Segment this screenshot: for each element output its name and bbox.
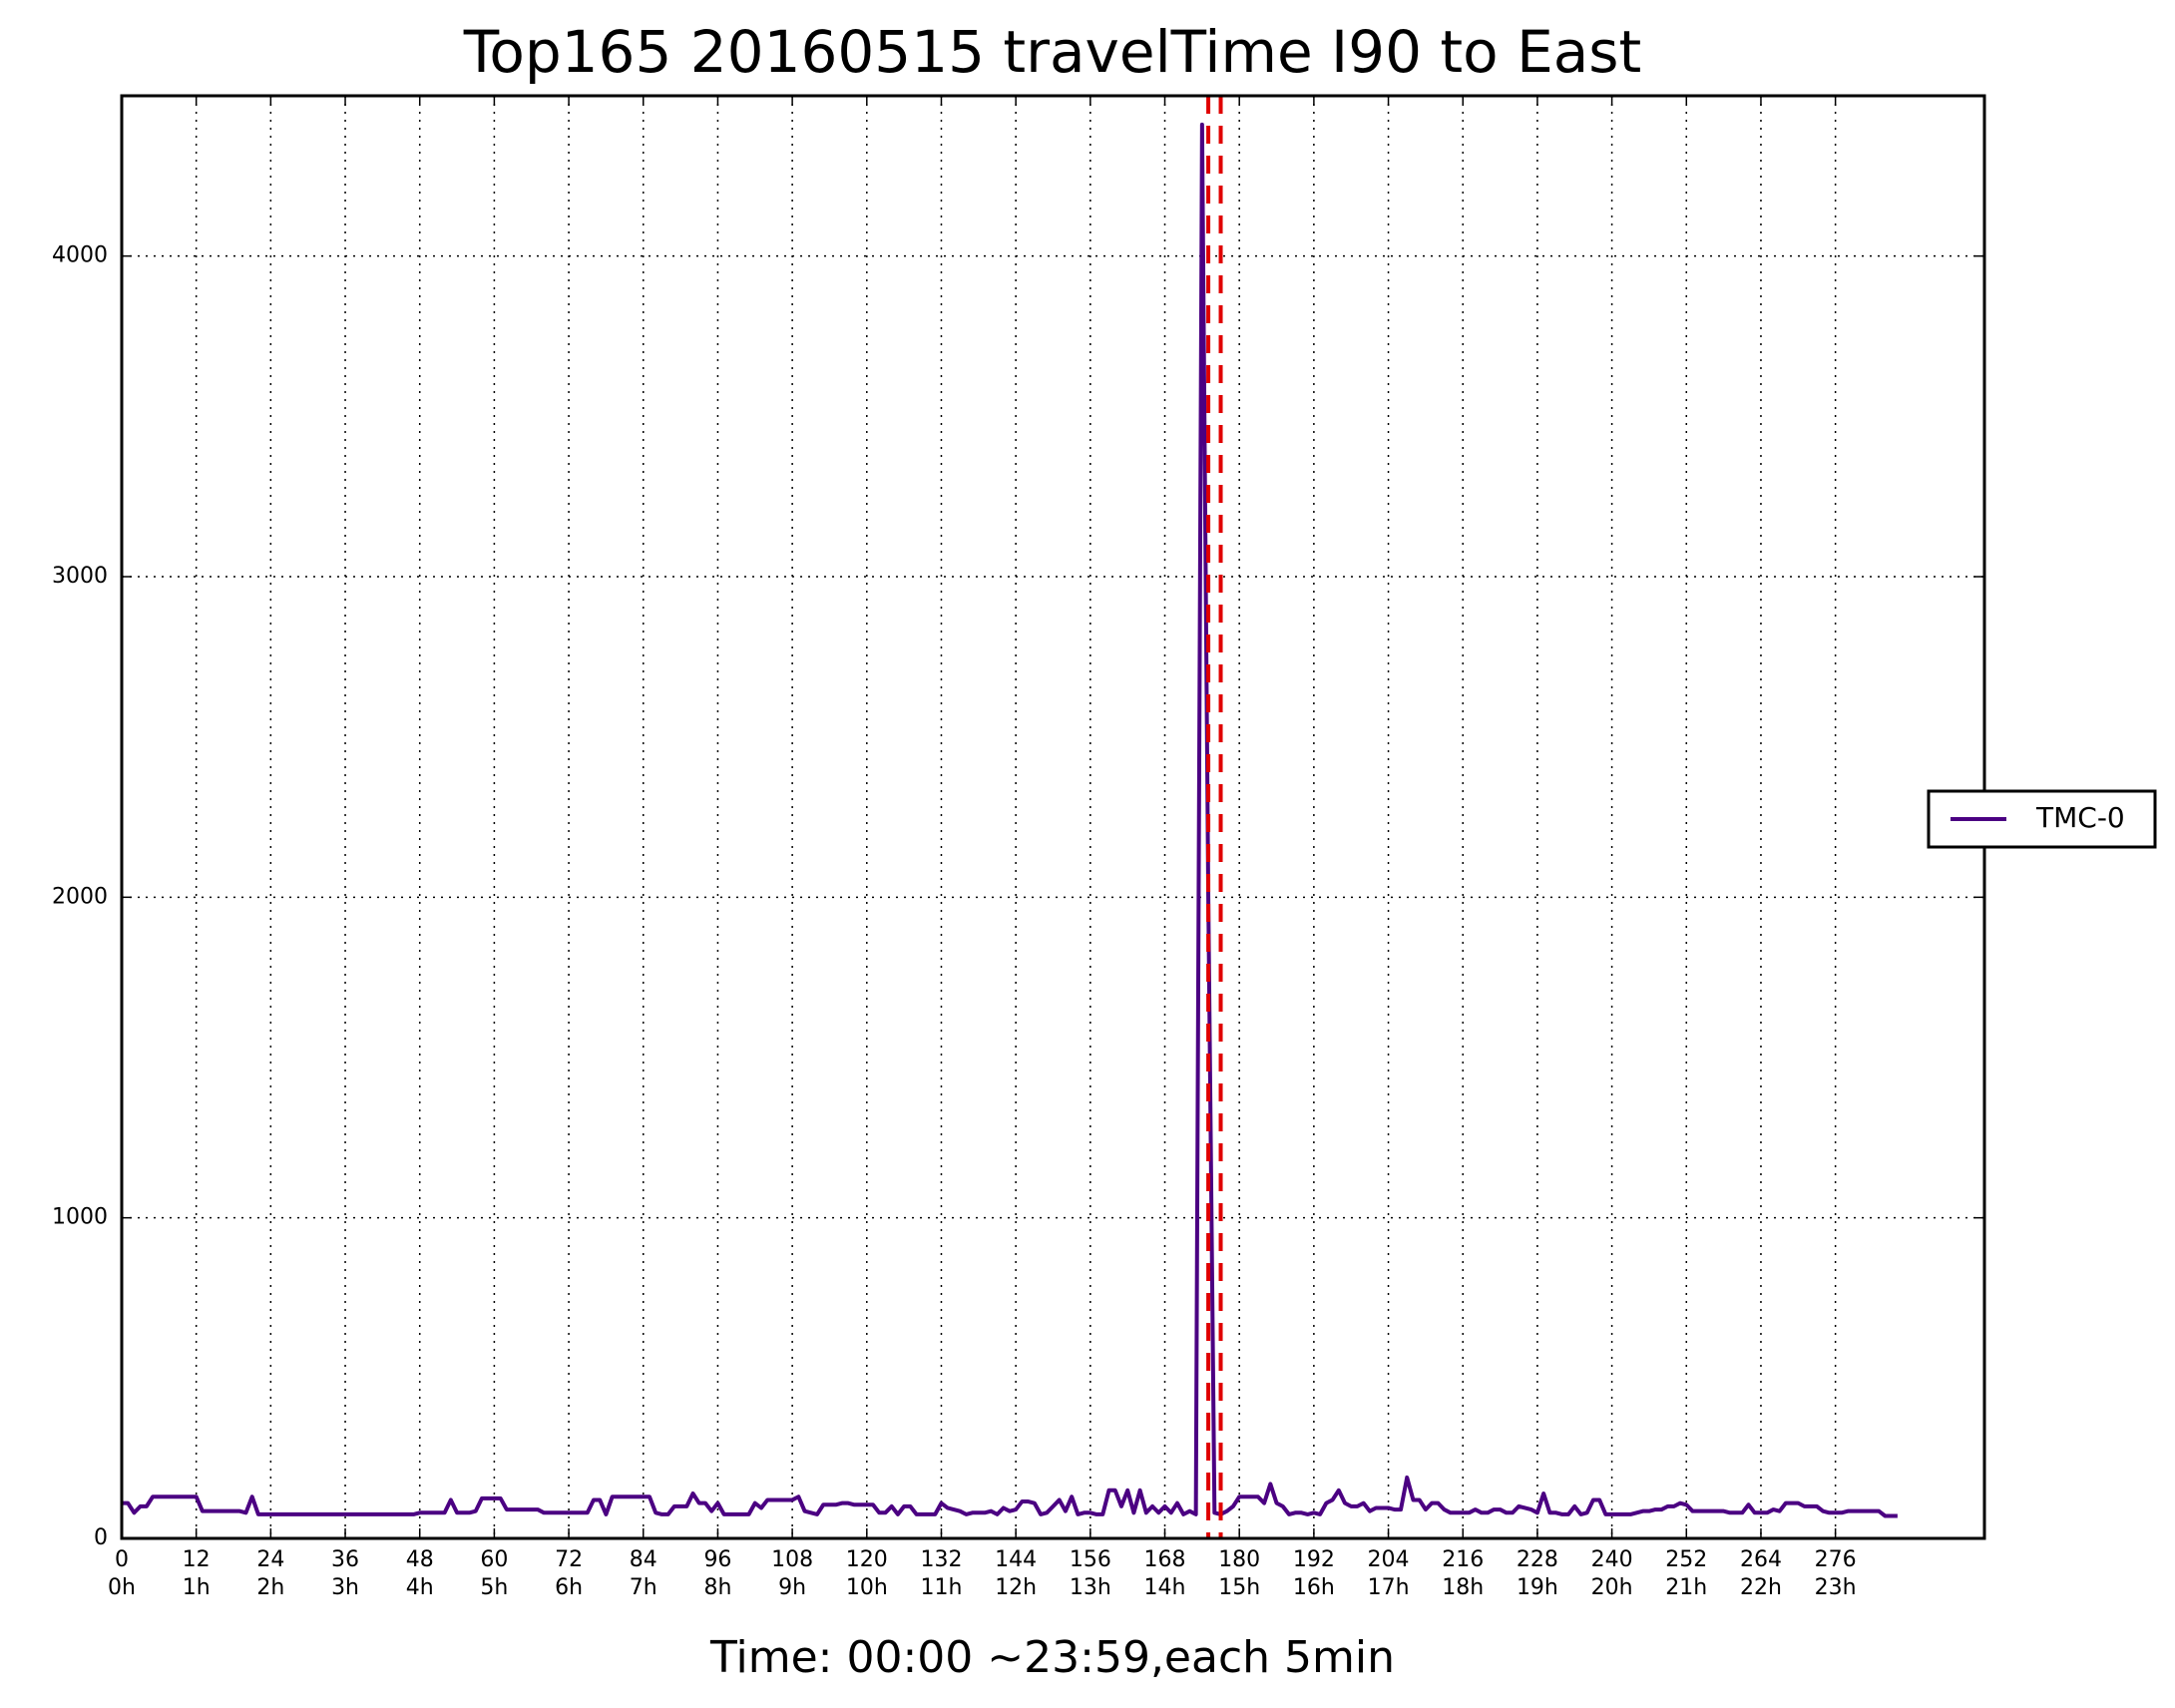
x-tick-label: 180 — [1218, 1547, 1260, 1572]
y-tick-label: 4000 — [52, 243, 108, 268]
x-tick-label: 168 — [1144, 1547, 1186, 1572]
y-tick-label: 0 — [94, 1525, 108, 1550]
x-axis-label: Time: 00:00 ~23:59,each 5min — [709, 1632, 1395, 1683]
x-tick-label: 7h — [630, 1575, 657, 1600]
x-tick-label: 204 — [1368, 1547, 1410, 1572]
x-tick-label: 20h — [1591, 1575, 1633, 1600]
x-tick-label: 13h — [1070, 1575, 1111, 1600]
x-tick-label: 15h — [1218, 1575, 1260, 1600]
y-tick-label: 2000 — [52, 884, 108, 909]
x-tick-label: 21h — [1665, 1575, 1707, 1600]
x-tick-label: 156 — [1070, 1547, 1111, 1572]
x-tick-label: 0h — [108, 1575, 136, 1600]
x-tick-label: 120 — [846, 1547, 888, 1572]
x-tick-label: 18h — [1442, 1575, 1484, 1600]
x-tick-label: 48 — [406, 1547, 434, 1572]
x-tick-label: 12h — [995, 1575, 1037, 1600]
x-tick-label: 3h — [331, 1575, 359, 1600]
x-tick-label: 72 — [555, 1547, 583, 1572]
x-tick-label: 16h — [1293, 1575, 1335, 1600]
x-tick-label: 24 — [256, 1547, 284, 1572]
x-tick-label: 17h — [1368, 1575, 1410, 1600]
x-tick-label: 11h — [921, 1575, 963, 1600]
x-tick-label: 10h — [846, 1575, 888, 1600]
x-tick-label: 228 — [1517, 1547, 1558, 1572]
x-tick-label: 240 — [1591, 1547, 1633, 1572]
x-tick-label: 23h — [1815, 1575, 1857, 1600]
x-tick-label: 8h — [703, 1575, 731, 1600]
x-tick-label: 14h — [1144, 1575, 1186, 1600]
x-tick-label: 276 — [1815, 1547, 1857, 1572]
x-tick-label: 6h — [555, 1575, 583, 1600]
x-tick-label: 36 — [331, 1547, 359, 1572]
legend-label: TMC-0 — [2035, 801, 2125, 834]
x-tick-label: 192 — [1293, 1547, 1335, 1572]
x-tick-label: 22h — [1740, 1575, 1782, 1600]
x-tick-label: 1h — [183, 1575, 211, 1600]
x-tick-label: 9h — [778, 1575, 806, 1600]
x-tick-label: 2h — [256, 1575, 284, 1600]
x-tick-label: 264 — [1740, 1547, 1782, 1572]
x-tick-label: 84 — [630, 1547, 657, 1572]
series-line — [122, 122, 1898, 1518]
x-tick-label: 252 — [1665, 1547, 1707, 1572]
x-tick-label: 5h — [480, 1575, 508, 1600]
y-tick-label: 1000 — [52, 1205, 108, 1230]
chart-title: Top165 20160515 travelTime I90 to East — [463, 18, 1641, 86]
y-tick-label: 3000 — [52, 564, 108, 589]
x-tick-label: 108 — [771, 1547, 813, 1572]
x-tick-label: 132 — [920, 1547, 962, 1572]
x-tick-label: 0 — [115, 1547, 129, 1572]
x-tick-label: 96 — [703, 1547, 731, 1572]
x-tick-label: 216 — [1442, 1547, 1484, 1572]
x-tick-label: 12 — [183, 1547, 211, 1572]
x-tick-label: 60 — [480, 1547, 508, 1572]
x-tick-label: 144 — [995, 1547, 1037, 1572]
x-tick-label: 4h — [406, 1575, 434, 1600]
x-tick-label: 19h — [1517, 1575, 1558, 1600]
